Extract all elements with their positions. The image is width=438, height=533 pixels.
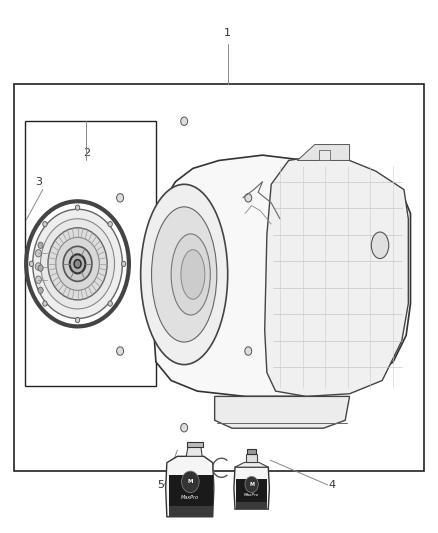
Polygon shape <box>166 456 214 517</box>
Circle shape <box>33 209 122 318</box>
Circle shape <box>38 242 43 248</box>
Bar <box>169 506 213 517</box>
Polygon shape <box>297 144 350 160</box>
Bar <box>25 120 156 386</box>
Circle shape <box>70 254 85 273</box>
Bar <box>169 475 213 506</box>
Bar <box>236 479 267 502</box>
Polygon shape <box>186 447 202 456</box>
Text: 2: 2 <box>83 148 90 158</box>
Bar <box>246 454 257 463</box>
Circle shape <box>38 265 43 271</box>
Polygon shape <box>235 463 268 467</box>
Text: MaxPro: MaxPro <box>181 495 199 500</box>
Text: 3: 3 <box>35 176 42 187</box>
Circle shape <box>108 221 113 227</box>
Ellipse shape <box>371 232 389 259</box>
Text: 1: 1 <box>224 28 231 38</box>
Circle shape <box>245 477 258 492</box>
Polygon shape <box>154 155 410 397</box>
Circle shape <box>181 423 187 432</box>
Circle shape <box>35 249 42 257</box>
Circle shape <box>35 263 42 270</box>
Polygon shape <box>187 442 203 447</box>
Bar <box>14 84 424 471</box>
Circle shape <box>181 471 199 492</box>
Circle shape <box>108 301 113 306</box>
Polygon shape <box>319 150 330 160</box>
Ellipse shape <box>152 207 217 342</box>
Bar <box>247 449 257 454</box>
Circle shape <box>43 301 47 306</box>
Text: M: M <box>187 479 193 484</box>
Circle shape <box>35 276 42 284</box>
Circle shape <box>117 193 124 202</box>
Text: MaxPro: MaxPro <box>244 493 259 497</box>
Ellipse shape <box>181 249 205 299</box>
Polygon shape <box>215 397 350 428</box>
Circle shape <box>29 261 34 266</box>
Circle shape <box>48 228 107 300</box>
Circle shape <box>43 221 47 227</box>
Text: 4: 4 <box>328 480 336 490</box>
Circle shape <box>245 347 252 356</box>
Circle shape <box>181 117 187 125</box>
Polygon shape <box>265 156 408 397</box>
Circle shape <box>75 317 80 322</box>
Circle shape <box>41 219 115 309</box>
Ellipse shape <box>171 234 210 315</box>
Circle shape <box>74 260 81 268</box>
Circle shape <box>117 347 124 356</box>
Bar <box>236 502 267 509</box>
Circle shape <box>75 205 80 211</box>
Circle shape <box>63 246 92 281</box>
Circle shape <box>245 193 252 202</box>
Ellipse shape <box>141 184 228 365</box>
Circle shape <box>38 287 43 294</box>
Circle shape <box>56 237 99 290</box>
Text: M: M <box>249 482 254 487</box>
Text: 5: 5 <box>157 480 164 490</box>
Polygon shape <box>234 467 269 509</box>
Circle shape <box>121 261 126 266</box>
